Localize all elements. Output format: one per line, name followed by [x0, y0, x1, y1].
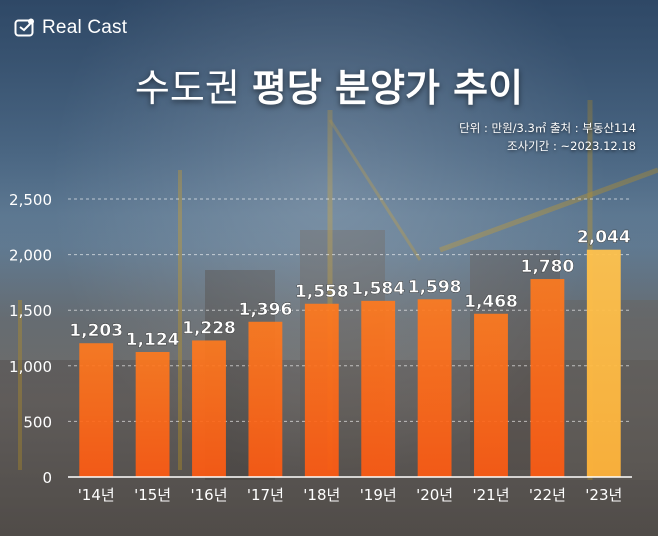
y-tick-label: 2,500: [9, 191, 52, 209]
bar-value-label: 1,468: [464, 292, 518, 312]
survey-period-line: 조사기간 : ~2023.12.18: [507, 139, 636, 153]
bar-value-label: 1,584: [351, 279, 405, 299]
bar-value-label: 1,228: [182, 318, 236, 338]
y-tick-label: 0: [42, 469, 52, 487]
y-tick-label: 500: [23, 413, 52, 431]
bar-value-label: 1,124: [126, 330, 180, 350]
bar-value-label: 1,203: [69, 321, 123, 341]
x-tick-label: '20년: [416, 486, 453, 504]
title-bold-part: 평당 분양가 추이: [251, 66, 524, 110]
bar: [79, 343, 114, 477]
bar: [192, 340, 226, 477]
title-light-part: 수도권: [134, 66, 240, 110]
bar-value-label: 1,780: [521, 257, 575, 277]
realcast-logo-icon: [14, 18, 34, 37]
x-tick-label: '18년: [303, 486, 340, 504]
bar-value-label: 1,598: [408, 277, 462, 297]
bar: [586, 249, 621, 477]
bar: [361, 300, 396, 477]
x-tick-label: '15년: [134, 486, 171, 504]
bar: [530, 279, 565, 477]
bar: [304, 303, 339, 477]
x-tick-label: '19년: [360, 486, 397, 504]
x-tick-label: '21년: [472, 486, 509, 504]
bar-value-label: 1,396: [239, 300, 293, 320]
x-tick-label: '23년: [585, 486, 622, 504]
bar-value-label: 2,044: [577, 228, 631, 248]
chart-title: 수도권 평당 분양가 추이: [0, 60, 658, 116]
bar: [135, 352, 170, 477]
y-tick-label: 1,500: [9, 302, 52, 320]
x-tick-label: '17년: [247, 486, 284, 504]
y-tick-label: 1,000: [9, 358, 52, 376]
bar-value-label: 1,558: [295, 282, 349, 302]
brand: Real Cast: [14, 17, 127, 39]
y-tick-label: 2,000: [9, 247, 52, 265]
x-tick-label: '16년: [190, 486, 227, 504]
x-tick-label: '14년: [78, 486, 115, 504]
bar: [248, 321, 283, 477]
source-note: 단위 : 만원/3.3㎡ 출처 : 부동산114 조사기간 : ~2023.12…: [459, 119, 636, 155]
brand-name: Real Cast: [42, 17, 128, 38]
bar: [417, 299, 452, 477]
bar: [474, 313, 508, 477]
unit-source-line: 단위 : 만원/3.3㎡ 출처 : 부동산114: [459, 121, 636, 135]
x-tick-label: '22년: [529, 486, 566, 504]
